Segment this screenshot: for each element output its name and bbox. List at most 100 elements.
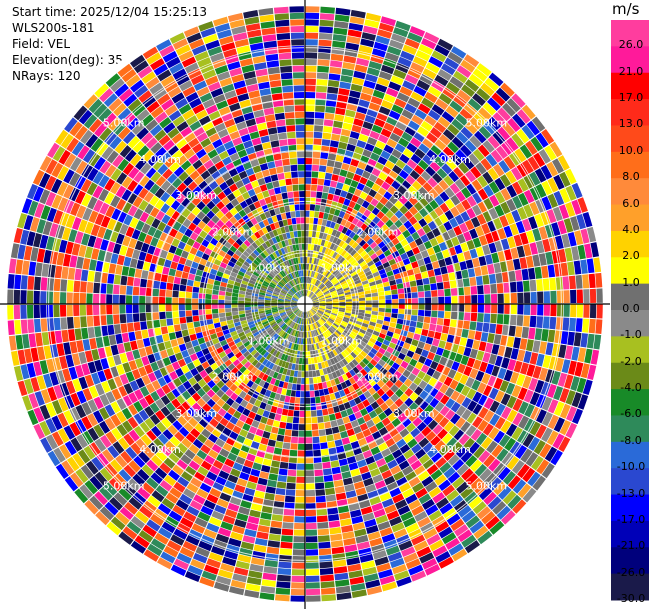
ppi-cell bbox=[463, 366, 473, 377]
ppi-cell bbox=[456, 481, 469, 494]
ppi-cell bbox=[171, 409, 182, 420]
ppi-cell bbox=[435, 324, 443, 333]
ppi-cell bbox=[398, 137, 410, 148]
ppi-cell bbox=[432, 244, 442, 254]
ppi-cell bbox=[315, 280, 320, 287]
ppi-cell bbox=[471, 295, 478, 304]
ppi-cell bbox=[477, 188, 489, 201]
ppi-cell bbox=[418, 44, 434, 56]
ppi-cell bbox=[535, 240, 545, 254]
ppi-cell bbox=[391, 313, 398, 319]
ppi-cell bbox=[520, 362, 529, 375]
ppi-cell bbox=[376, 397, 385, 406]
ppi-cell bbox=[503, 369, 513, 382]
ppi-cell bbox=[431, 452, 443, 464]
ppi-cell bbox=[472, 416, 483, 428]
ppi-cell bbox=[313, 138, 322, 145]
ppi-cell bbox=[231, 367, 239, 375]
ppi-cell bbox=[413, 376, 422, 386]
ppi-cell bbox=[371, 124, 383, 134]
ppi-cell bbox=[308, 310, 312, 317]
ppi-cell bbox=[419, 552, 435, 564]
ppi-cell bbox=[464, 491, 478, 505]
ppi-cell bbox=[109, 497, 123, 511]
ppi-cell bbox=[315, 336, 320, 343]
ppi-cell bbox=[122, 420, 133, 433]
ppi-cell bbox=[404, 126, 417, 137]
ppi-cell bbox=[165, 492, 179, 504]
ppi-cell bbox=[324, 310, 331, 314]
ppi-cell bbox=[283, 332, 288, 339]
ppi-cell bbox=[453, 95, 467, 108]
ppi-cell bbox=[321, 594, 337, 602]
ppi-cell bbox=[433, 354, 442, 363]
ppi-cell bbox=[277, 428, 286, 436]
ppi-cell bbox=[454, 178, 466, 191]
ppi-cell bbox=[253, 434, 262, 443]
ppi-cell bbox=[275, 336, 281, 342]
ppi-cell bbox=[172, 290, 179, 298]
ppi-cell bbox=[323, 119, 334, 127]
ppi-cell bbox=[333, 321, 340, 326]
ppi-cell bbox=[326, 241, 332, 249]
ppi-cell bbox=[511, 460, 525, 474]
ppi-cell bbox=[400, 238, 409, 247]
ppi-cell bbox=[317, 282, 322, 288]
ppi-cell bbox=[133, 413, 144, 425]
ppi-cell bbox=[582, 212, 593, 228]
ppi-cell bbox=[319, 232, 324, 239]
ppi-cell bbox=[318, 309, 324, 314]
ppi-cell bbox=[380, 375, 389, 384]
ppi-cell bbox=[340, 75, 353, 83]
ppi-cell bbox=[571, 346, 580, 361]
ppi-cell bbox=[155, 410, 166, 421]
ppi-cell bbox=[328, 257, 334, 264]
ppi-cell bbox=[271, 364, 278, 372]
ppi-cell bbox=[532, 475, 546, 491]
ppi-cell bbox=[14, 274, 22, 290]
ppi-cell bbox=[329, 350, 336, 358]
ppi-cell bbox=[437, 428, 448, 440]
ppi-cell bbox=[560, 331, 569, 345]
ppi-cell bbox=[7, 305, 14, 320]
ppi-cell bbox=[529, 279, 537, 292]
ppi-cell bbox=[318, 46, 331, 54]
ppi-cell bbox=[390, 557, 405, 569]
ppi-cell bbox=[312, 350, 317, 357]
ppi-cell bbox=[305, 19, 319, 26]
ppi-cell bbox=[324, 394, 331, 402]
ppi-cell bbox=[182, 411, 192, 422]
ppi-cell bbox=[369, 537, 383, 547]
ppi-cell bbox=[222, 427, 232, 437]
ppi-cell bbox=[208, 433, 218, 444]
ppi-cell bbox=[312, 299, 319, 302]
ppi-cell bbox=[332, 300, 339, 303]
ppi-cell bbox=[411, 443, 422, 454]
ppi-cell bbox=[337, 337, 343, 344]
ppi-cell bbox=[484, 472, 497, 486]
ppi-cell bbox=[313, 287, 318, 293]
ppi-cell bbox=[356, 182, 365, 191]
ppi-cell bbox=[312, 305, 319, 307]
ppi-cell bbox=[330, 460, 340, 468]
ppi-cell bbox=[491, 444, 504, 458]
ppi-cell bbox=[427, 269, 435, 278]
ppi-cell bbox=[518, 192, 529, 206]
colorbar-swatch bbox=[611, 125, 649, 153]
ppi-cell bbox=[350, 249, 357, 257]
ppi-cell bbox=[330, 334, 337, 341]
ppi-cell bbox=[465, 259, 474, 269]
ppi-cell bbox=[483, 385, 493, 397]
ppi-cell bbox=[283, 435, 292, 443]
ppi-cell bbox=[386, 330, 394, 338]
ppi-cell bbox=[187, 406, 197, 417]
ppi-cell bbox=[207, 357, 216, 366]
ppi-cell bbox=[410, 315, 418, 322]
ppi-cell bbox=[237, 554, 252, 563]
ppi-cell bbox=[390, 465, 402, 475]
ppi-cell bbox=[512, 479, 527, 494]
ppi-cell bbox=[309, 291, 313, 298]
ppi-cell bbox=[487, 496, 502, 510]
ppi-cell bbox=[305, 358, 309, 365]
ppi-cell bbox=[327, 80, 340, 88]
